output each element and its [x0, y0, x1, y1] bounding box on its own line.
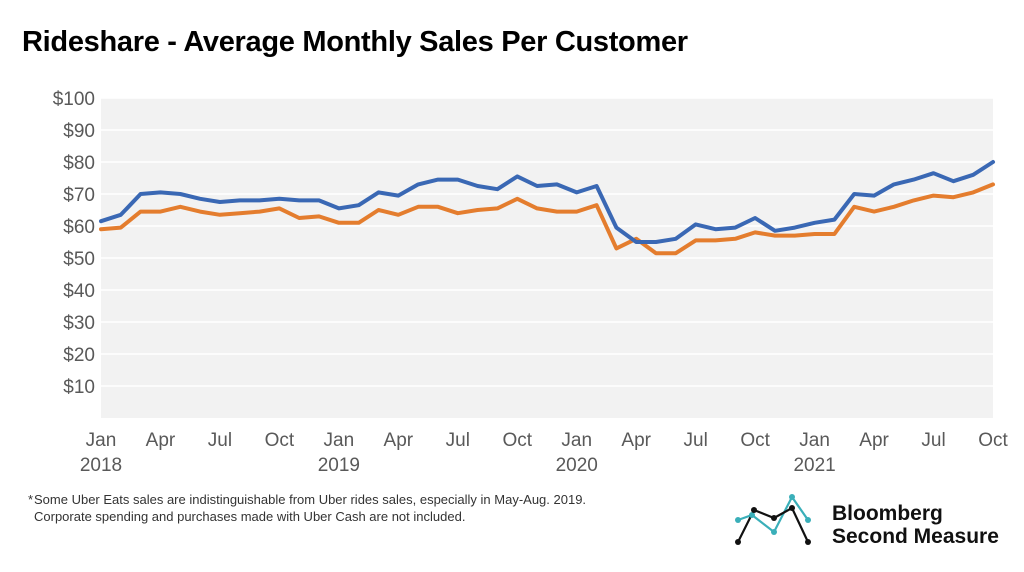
y-tick-label: $60 — [63, 217, 95, 238]
y-tick-label: $70 — [63, 185, 95, 206]
series-line-orange-series — [99, 182, 995, 256]
x-tick-month: Jan — [324, 430, 355, 451]
footnote-line-2: Corporate spending and purchases made wi… — [34, 509, 466, 524]
x-tick-month: Apr — [384, 430, 414, 451]
x-tick-year: 2019 — [318, 455, 360, 476]
y-tick-label: $30 — [63, 313, 95, 334]
y-tick-label: $10 — [63, 377, 95, 398]
y-tick-label: $40 — [63, 281, 95, 302]
brand-line-1: Bloomberg — [832, 502, 943, 525]
y-tick-label: $80 — [63, 153, 95, 174]
x-tick-month: Jan — [86, 430, 117, 451]
y-tick-label: $50 — [63, 249, 95, 270]
x-tick-month: Oct — [978, 430, 1008, 451]
x-axis: Jan 2018 Apr Jul Oct Jan 2019 Apr Jul Oct Jan 2020 A… — [80, 430, 1009, 476]
x-tick-month: Jul — [208, 430, 232, 451]
y-tick-label: $20 — [63, 345, 95, 366]
x-tick-year: 2020 — [556, 455, 598, 476]
line-chart: $10 $20 $30 $40 $50 $60 $70 $80 $90 $100 Jan 2018 A… — [53, 89, 1009, 476]
series-group — [99, 160, 995, 256]
footnote-marker: * — [28, 492, 34, 507]
brand-name: Bloomberg Second Measure — [832, 502, 999, 548]
x-tick-month: Apr — [859, 430, 889, 451]
y-axis: $10 $20 $30 $40 $50 $60 $70 $80 $90 $100 — [53, 89, 95, 398]
x-tick-year: 2018 — [80, 455, 122, 476]
x-tick-month: Jul — [921, 430, 945, 451]
brand-line-2: Second Measure — [832, 525, 999, 548]
y-tick-label: $90 — [63, 121, 95, 142]
bloomberg-second-measure-logo-icon — [735, 494, 811, 545]
series-line-blue-series — [99, 160, 995, 244]
gridlines — [101, 97, 993, 387]
x-tick-month: Oct — [502, 430, 532, 451]
x-tick-month: Jan — [561, 430, 592, 451]
x-tick-month: Oct — [265, 430, 295, 451]
x-tick-month: Jan — [799, 430, 830, 451]
x-tick-month: Apr — [146, 430, 176, 451]
chart-title: Rideshare - Average Monthly Sales Per Cu… — [22, 26, 688, 58]
x-tick-month: Oct — [740, 430, 770, 451]
x-tick-month: Apr — [621, 430, 651, 451]
x-tick-month: Jul — [684, 430, 708, 451]
footnote: * Some Uber Eats sales are indistinguish… — [28, 491, 587, 525]
x-tick-year: 2021 — [793, 455, 835, 476]
x-tick-month: Jul — [446, 430, 470, 451]
y-tick-label: $100 — [53, 89, 95, 110]
footnote-line-1: Some Uber Eats sales are indistinguishab… — [34, 492, 587, 507]
